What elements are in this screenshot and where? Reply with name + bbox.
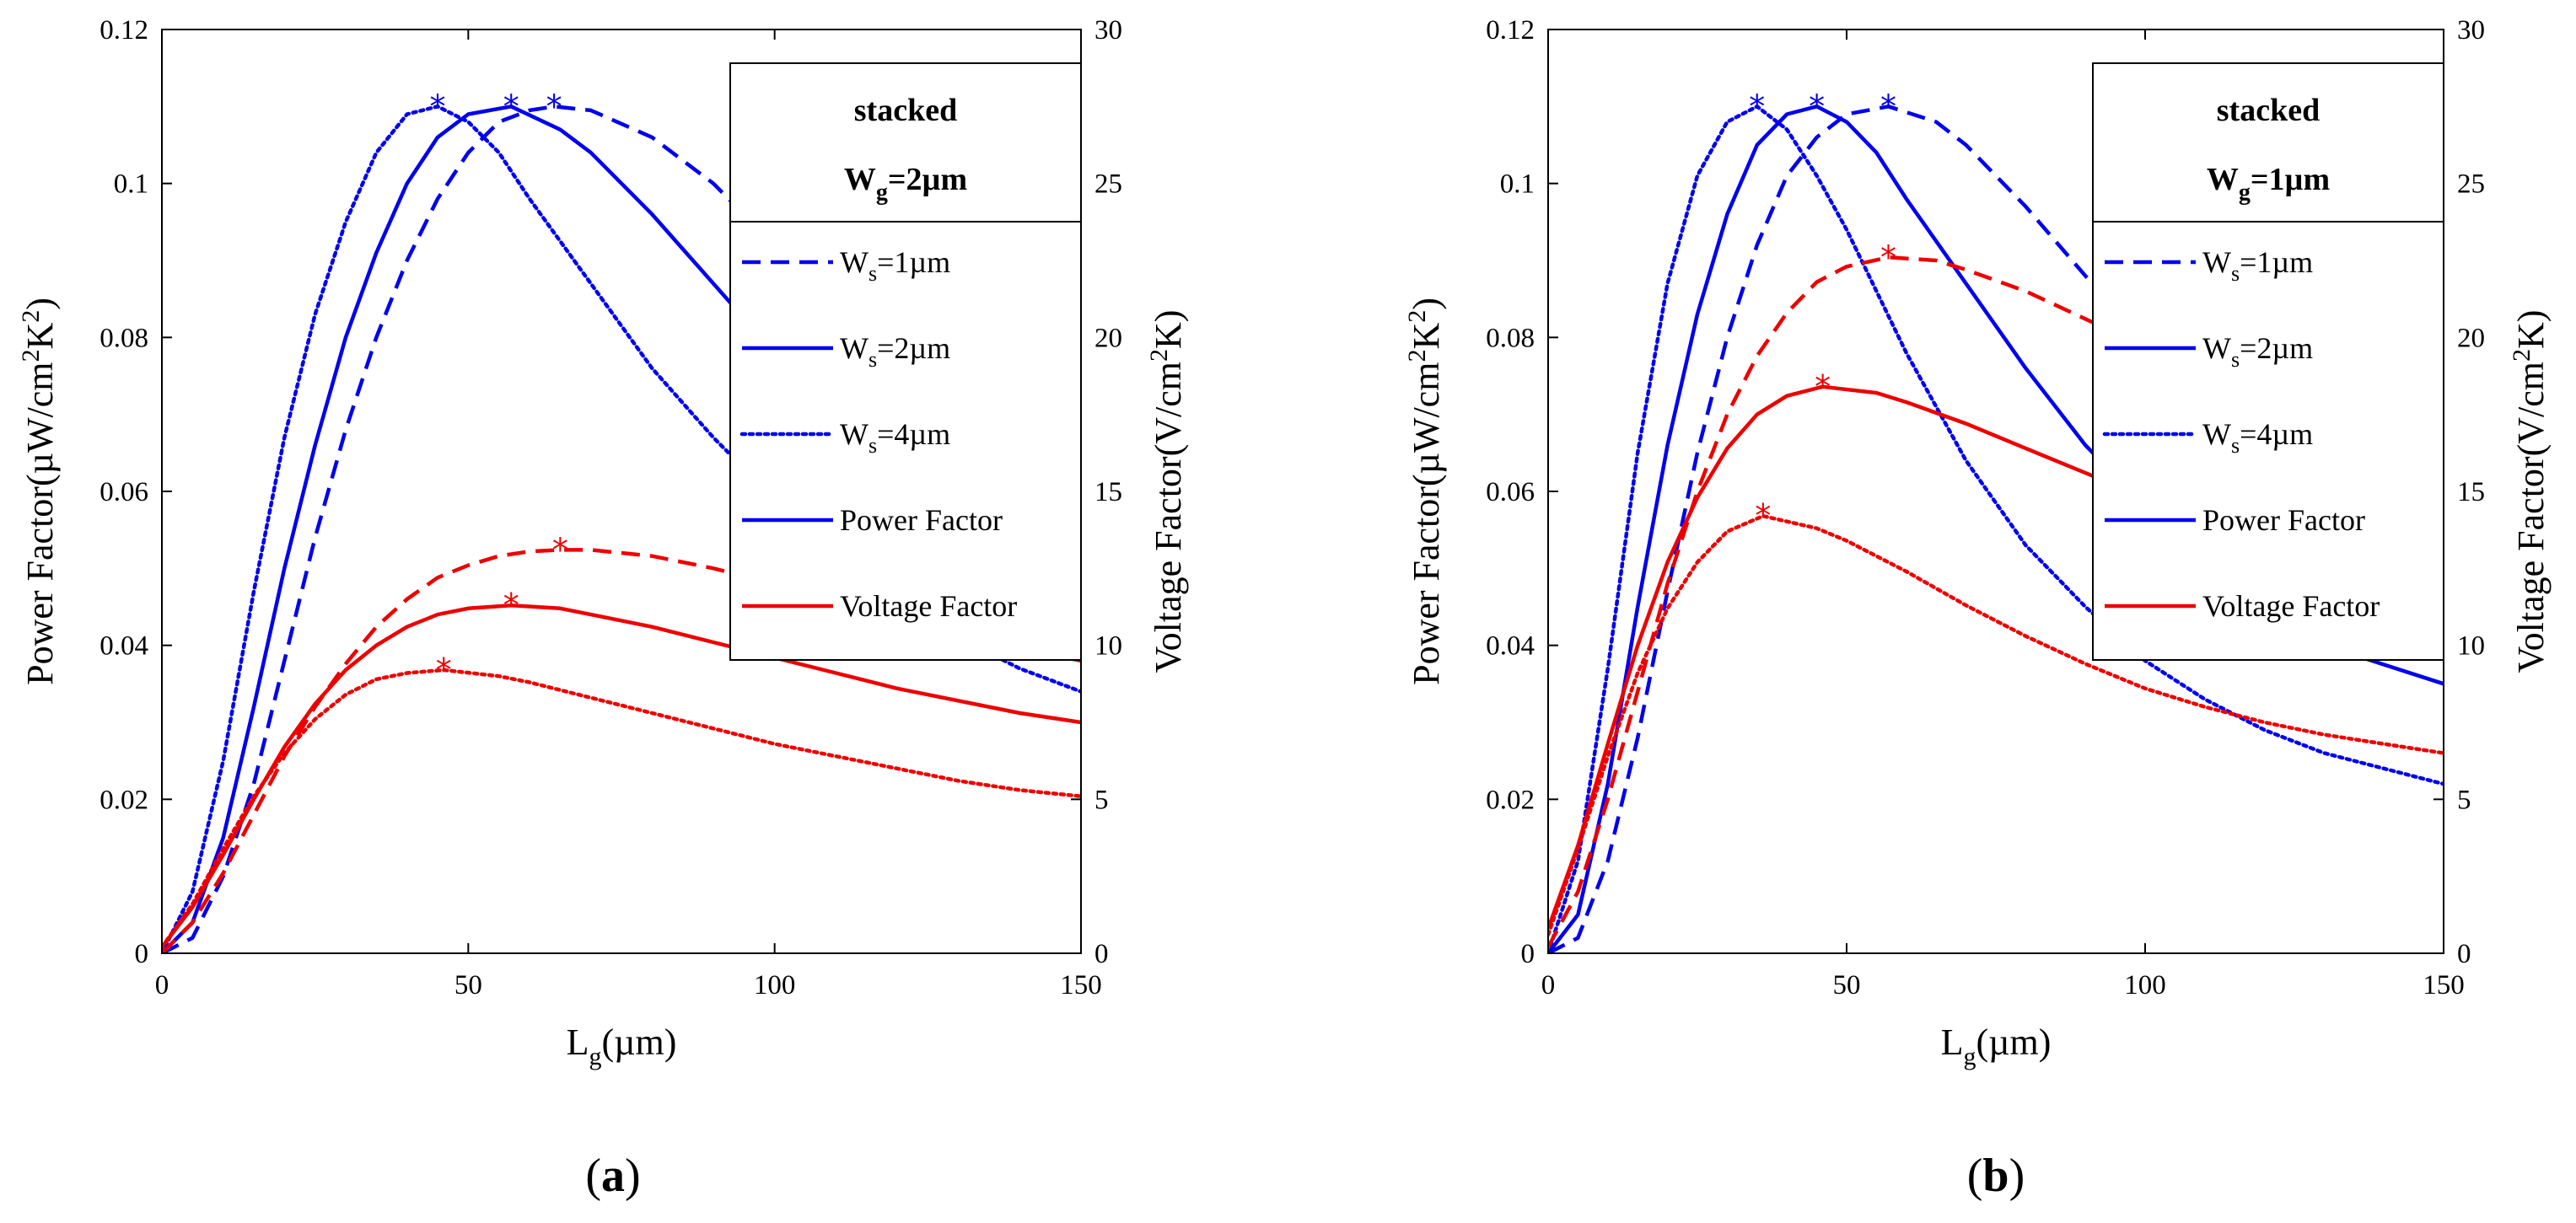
peak-marker-0: * [1880,88,1896,125]
legend-entry-label: Ws=2µm [2202,331,2313,372]
legend-entry-label: Power Factor [840,503,1003,537]
peak-marker-3: * [1880,239,1896,276]
y-left-axis-label: Power Factor(µW/cm2K2) [1403,298,1447,685]
y-right-tick-label: 15 [1094,477,1122,507]
y-left-tick-label: 0.04 [1486,631,1535,662]
x-tick-label: 0 [155,970,169,1000]
peak-marker-1: * [1809,88,1825,125]
panel-b: ******0 50 100 15000.020.040.060.080.10.120… [1403,15,2552,1202]
y-right-tick-label: 30 [2457,15,2485,46]
x-axis-label: Lg(µm) [567,1022,677,1070]
y-right-axis-label: Voltage Factor(V/cm2K) [1145,310,1189,673]
peak-marker-2: * [430,88,446,125]
y-left-tick-label: 0 [1521,939,1535,969]
legend-entry-label: Voltage Factor [2202,589,2380,623]
peak-marker-5: * [436,652,452,689]
y-left-tick-label: 0.08 [99,323,148,353]
legend-title: stacked [854,93,957,128]
y-left-axis-label: Power Factor(µW/cm2K2) [17,298,61,685]
legend-box [2092,62,2444,661]
peak-marker-1: * [503,88,519,125]
panel-label: (a) [585,1150,640,1202]
legend-entry-label: Ws=4µm [840,417,950,458]
peak-marker-4: * [503,587,519,624]
y-left-tick-label: 0.02 [99,785,148,815]
y-right-tick-label: 0 [1094,939,1109,969]
legend-entry-label: Ws=1µm [2202,245,2313,286]
y-left-tick-label: 0.04 [99,631,148,662]
legend-entry-label: Voltage Factor [840,589,1017,623]
x-tick-label: 0 [1541,970,1556,1000]
y-left-tick-label: 0.12 [99,15,148,46]
legend-title: stacked [2217,93,2320,128]
legend-subtitle: Wg=2µm [844,162,967,206]
x-axis-label: Lg(µm) [1941,1022,2052,1070]
y-right-tick-label: 15 [2457,477,2485,507]
y-left-tick-label: 0 [135,939,149,969]
legend: stacked Wg=2µm Ws=1µm Ws=2µm Ws=4µm Power Fac… [729,62,1082,661]
y-left-tick-label: 0.06 [99,477,148,507]
series-line-voltage-5 [1548,513,2444,937]
legend-entry-label: Ws=1µm [840,245,950,286]
x-tick-label: 150 [2423,970,2465,1000]
x-tick-label: 150 [1060,970,1102,1000]
y-left-tick-label: 0.02 [1486,785,1535,815]
peak-marker-5: * [1755,497,1771,534]
y-right-tick-label: 0 [2457,939,2471,969]
peak-marker-2: * [1749,88,1765,125]
x-tick-label: 100 [754,970,796,1000]
series-line-voltage-5 [162,668,1081,949]
legend-box [729,62,1082,661]
y-right-tick-label: 5 [1094,785,1109,815]
x-tick-label: 50 [1833,970,1861,1000]
y-right-tick-label: 30 [1094,15,1122,46]
y-right-tick-label: 5 [2457,785,2471,815]
legend-subtitle: Wg=1µm [2207,162,2330,206]
legend: stacked Wg=1µm Ws=1µm Ws=2µm Ws=4µm Power Fac… [2092,62,2444,661]
y-right-axis-label: Voltage Factor(V/cm2K) [2508,310,2552,673]
y-right-tick-label: 25 [2457,169,2485,200]
y-left-tick-label: 0.08 [1486,323,1535,353]
x-tick-label: 50 [454,970,482,1000]
legend-entry-label: Ws=2µm [840,331,950,372]
y-right-tick-label: 10 [1094,631,1122,662]
y-right-tick-label: 20 [1094,323,1122,353]
x-tick-label: 100 [2124,970,2166,1000]
y-right-tick-label: 10 [2457,631,2485,662]
y-left-tick-label: 0.12 [1486,15,1535,46]
peak-marker-4: * [1815,368,1831,405]
legend-entry-label: Power Factor [2202,503,2365,537]
legend-entry-label: Ws=4µm [2202,417,2313,458]
y-left-tick-label: 0.1 [1500,169,1535,200]
peak-marker-3: * [552,531,568,568]
y-left-tick-label: 0.06 [1486,477,1535,507]
peak-marker-0: * [546,88,562,125]
y-right-tick-label: 20 [2457,323,2485,353]
panel-label: (b) [1967,1150,2025,1202]
y-right-tick-label: 25 [1094,169,1122,200]
y-left-tick-label: 0.1 [114,169,148,200]
panel-a: ******0 50 100 15000.020.040.060.080.10.120… [17,15,1189,1202]
